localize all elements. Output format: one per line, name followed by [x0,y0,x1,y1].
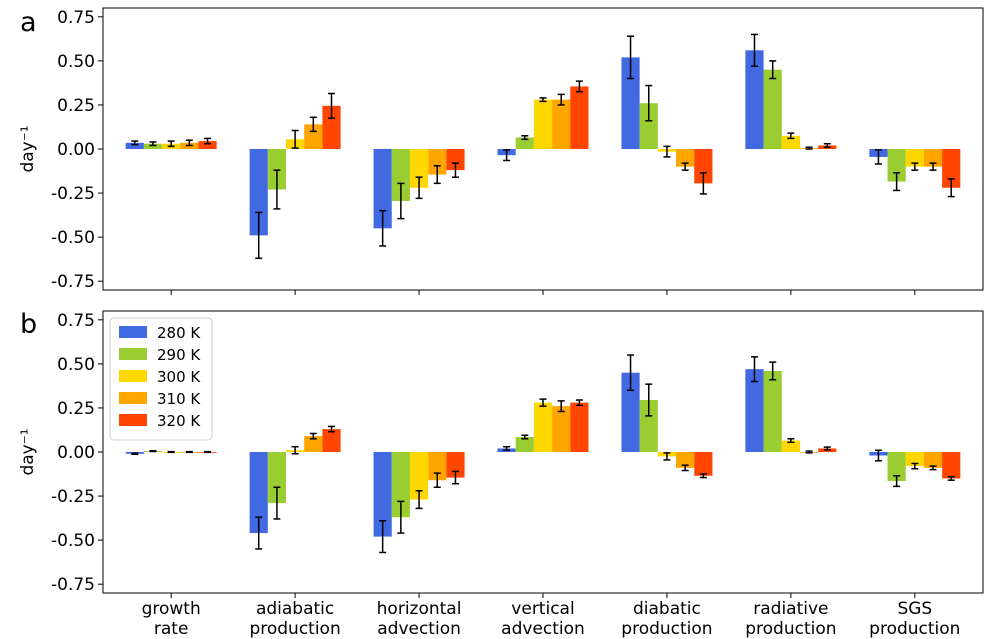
legend-swatch [119,370,147,382]
bar [373,452,392,537]
bar [570,402,589,452]
x-tick-label: growth rate [142,599,201,639]
bar [694,149,713,184]
y-axis-label: day⁻¹ [18,125,38,172]
bar [409,149,429,188]
y-tick-label: -0.75 [51,575,95,595]
bar [391,452,410,518]
x-tick-label: diabatic production [621,599,712,639]
panel-b: 0.75 0.50 0.25 0.00 -0.25 -0.50 -0.75 day⁻¹ grow… [18,310,984,639]
bar [304,436,323,452]
x-tick-label: SGS production [869,599,960,639]
bar [322,429,341,452]
bar [267,452,287,504]
x-tick-label: vertical advection [501,599,585,639]
bar [125,142,144,149]
bar [267,149,287,190]
legend-swatch [119,348,147,360]
y-tick-label: -0.50 [51,531,95,551]
y-tick-label: 0.25 [57,399,95,419]
legend-label: 290 K [157,346,201,364]
y-tick-label: -0.75 [51,272,95,292]
bar [621,57,640,149]
bar [446,452,465,478]
legend-swatch [119,326,147,338]
bar [515,137,534,149]
y-tick-label: -0.25 [51,487,95,507]
bar [552,406,571,452]
bar [373,149,392,229]
bar [781,440,800,452]
legend-label: 280 K [157,324,201,342]
bar [942,452,961,479]
y-tick-label: 0.50 [57,52,95,72]
bar [446,149,465,171]
y-axis-label: day⁻¹ [18,428,38,475]
bar [304,124,323,149]
bar [322,105,341,149]
bar [552,99,571,149]
bar [923,452,943,468]
bar [887,149,906,182]
y-tick-label: 0.75 [57,8,95,28]
bar [923,149,943,167]
y-tick-label: 0.75 [57,311,95,331]
bar [143,143,163,149]
bar [639,400,658,452]
bar [905,149,924,167]
bar [676,149,695,167]
bar [409,452,429,500]
panel-label-b: b [20,309,37,340]
bar [745,369,764,452]
bar [621,372,640,452]
y-tick-label: 0.00 [57,443,95,463]
legend-label: 310 K [157,390,201,408]
bar [391,149,410,201]
y-tick-label: 0.25 [57,96,95,116]
bar [942,149,961,188]
legend-label: 320 K [157,412,201,430]
bar [887,452,906,482]
bar [570,86,589,149]
y-tick-label: 0.00 [57,140,95,160]
bar [781,135,800,149]
y-tick-label: 0.50 [57,355,95,375]
bar [639,103,658,149]
bar [905,452,924,467]
y-tick-label: -0.50 [51,228,95,248]
y-tick-label: -0.25 [51,184,95,204]
bar [533,99,553,149]
bar [249,149,268,236]
legend-swatch [119,414,147,426]
bar [515,437,534,452]
panel-a: 0.75 0.50 0.25 0.00 -0.25 -0.50 -0.75 day⁻¹ [18,7,984,295]
bar [676,452,695,468]
bar [533,402,553,452]
panel-label-a: a [20,7,37,38]
bar [249,452,268,534]
bar [694,452,713,476]
legend-label: 300 K [157,368,201,386]
legend-swatch [119,392,147,404]
x-tick-label: radiative production [745,599,836,639]
bar [428,149,447,175]
x-tick-label: horizontal advection [377,599,462,639]
bar [428,452,447,481]
bar [745,50,764,149]
x-tick-label: adiabatic production [249,599,340,639]
bar [198,141,217,149]
bar [763,370,782,452]
bar [763,69,782,149]
